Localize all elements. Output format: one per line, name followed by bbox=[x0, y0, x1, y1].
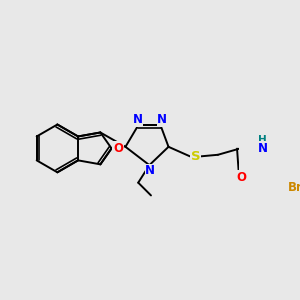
Text: H: H bbox=[258, 135, 267, 145]
Text: N: N bbox=[157, 113, 167, 126]
Text: N: N bbox=[132, 113, 142, 126]
Text: N: N bbox=[257, 142, 268, 155]
Text: Br: Br bbox=[288, 181, 300, 194]
Text: O: O bbox=[237, 171, 247, 184]
Text: O: O bbox=[113, 142, 123, 155]
Text: S: S bbox=[191, 150, 200, 163]
Text: N: N bbox=[145, 164, 155, 177]
